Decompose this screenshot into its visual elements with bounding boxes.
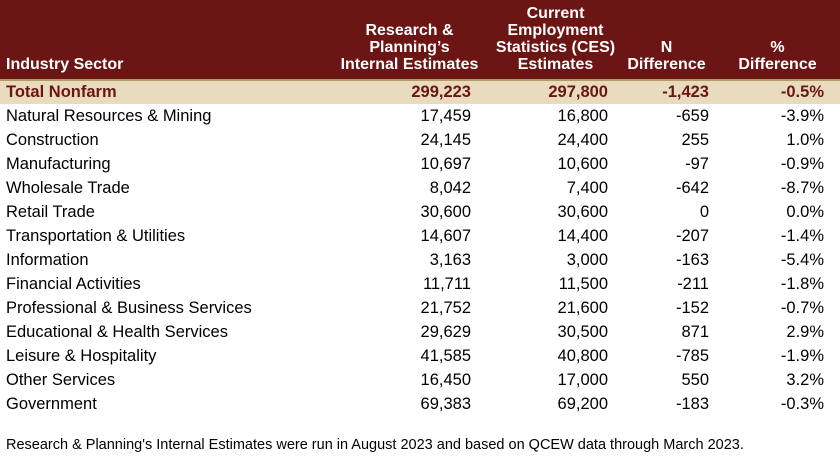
cell-pct-diff: -0.5% [780,83,824,101]
cell-sector: Manufacturing [6,154,111,173]
cell-internal: 29,629 [420,322,471,341]
cell-sector: Wholesale Trade [6,178,130,197]
cell-sector: Total Nonfarm [6,83,117,101]
cell-sector: Government [6,394,97,413]
cell-internal: 8,042 [429,178,471,197]
cell-ces: 3,000 [566,250,608,269]
cell-ces: 16,800 [557,106,608,125]
cell-pct-diff: 0.0% [786,202,824,221]
cell-sector: Other Services [6,370,116,389]
table-row: Government 69,383 69,200 -183 -0.3% [0,392,840,416]
cell-ces: 21,600 [557,298,608,317]
cell-pct-diff: -5.4% [780,250,824,269]
table-row: Information 3,163 3,000 -163 -5.4% [0,248,840,272]
cell-sector: Leisure & Hospitality [6,346,157,365]
cell-n-diff: -642 [675,178,709,197]
cell-sector: Construction [6,130,99,149]
cell-internal: 10,697 [420,154,471,173]
cell-n-diff: 871 [681,322,709,341]
cell-internal: 11,711 [422,274,471,293]
table-body: Total Nonfarm 299,223 297,800 -1,423 -0.… [0,80,840,416]
cell-ces: 297,800 [548,83,608,101]
cell-n-diff: -163 [675,250,709,269]
cell-internal: 3,163 [429,250,471,269]
cell-ces: 69,200 [557,394,608,413]
header-ces-estimates: Current Employment Statistics (CES) Esti… [495,5,616,73]
cell-sector: Professional & Business Services [6,298,252,317]
cell-ces: 24,400 [557,130,608,149]
cell-sector: Educational & Health Services [6,322,228,341]
cell-pct-diff: 2.9% [786,322,824,341]
cell-pct-diff: -0.9% [780,154,824,173]
table-row: Construction 24,145 24,400 255 1.0% [0,128,840,152]
cell-internal: 21,752 [420,298,471,317]
header-pct-difference: % Difference [738,39,817,73]
cell-pct-diff: -1.9% [780,346,824,365]
cell-n-diff: -207 [675,226,709,245]
cell-pct-diff: -8.7% [780,178,824,197]
cell-n-diff: 255 [681,130,709,149]
cell-ces: 10,600 [557,154,608,173]
cell-n-diff: 550 [681,370,709,389]
table-row: Wholesale Trade 8,042 7,400 -642 -8.7% [0,176,840,200]
cell-ces: 30,500 [557,322,608,341]
cell-ces: 14,400 [557,226,608,245]
data-table: Industry Sector Research & Planning’s In… [0,0,840,416]
cell-sector: Retail Trade [6,202,95,221]
cell-pct-diff: 3.2% [786,370,824,389]
cell-internal: 24,145 [420,130,471,149]
table-row: Financial Activities 11,711 11,500 -211 … [0,272,840,296]
cell-internal: 69,383 [420,394,471,413]
table-row: Retail Trade 30,600 30,600 0 0.0% [0,200,840,224]
cell-sector: Information [6,250,89,269]
cell-internal: 14,607 [420,226,471,245]
header-n-difference: N Difference [627,39,706,73]
header-internal-estimates: Research & Planning’s Internal Estimates [340,22,479,73]
cell-ces: 7,400 [566,178,608,197]
header-row: Industry Sector Research & Planning’s In… [0,0,840,80]
cell-n-diff: -1,423 [662,83,709,101]
cell-ces: 17,000 [557,370,608,389]
table-row: Natural Resources & Mining 17,459 16,800… [0,104,840,128]
table-header: Industry Sector Research & Planning’s In… [0,0,840,80]
cell-ces: 30,600 [557,202,608,221]
cell-sector: Natural Resources & Mining [6,106,212,125]
cell-pct-diff: -0.3% [780,394,824,413]
table-row-total: Total Nonfarm 299,223 297,800 -1,423 -0.… [0,80,840,104]
cell-ces: 11,500 [558,274,608,293]
cell-pct-diff: -1.4% [780,226,824,245]
cell-internal: 299,223 [411,83,471,101]
cell-ces: 40,800 [557,346,608,365]
table-row: Other Services 16,450 17,000 550 3.2% [0,368,840,392]
cell-pct-diff: -3.9% [780,106,824,125]
cell-n-diff: -97 [685,154,709,173]
cell-sector: Transportation & Utilities [6,226,186,245]
table-row: Professional & Business Services 21,752 … [0,296,840,320]
cell-n-diff: -183 [675,394,709,413]
header-industry-sector: Industry Sector [6,56,124,73]
table-row: Educational & Health Services 29,629 30,… [0,320,840,344]
table-row: Transportation & Utilities 14,607 14,400… [0,224,840,248]
cell-n-diff: 0 [699,202,709,221]
cell-n-diff: -152 [675,298,709,317]
cell-internal: 16,450 [420,370,471,389]
table-row: Leisure & Hospitality 41,585 40,800 -785… [0,344,840,368]
cell-internal: 41,585 [420,346,471,365]
cell-n-diff: -659 [675,106,709,125]
cell-internal: 17,459 [420,106,471,125]
cell-pct-diff: -1.8% [780,274,824,293]
cell-sector: Financial Activities [6,274,141,293]
cell-pct-diff: 1.0% [786,130,824,149]
table-row: Manufacturing 10,697 10,600 -97 -0.9% [0,152,840,176]
cell-internal: 30,600 [420,202,471,221]
cell-pct-diff: -0.7% [780,298,824,317]
footnote: Research & Planning's Internal Estimates… [6,437,744,453]
cell-n-diff: -785 [675,346,709,365]
estimates-comparison-table: Industry Sector Research & Planning’s In… [0,0,840,416]
cell-n-diff: -211 [677,274,709,293]
